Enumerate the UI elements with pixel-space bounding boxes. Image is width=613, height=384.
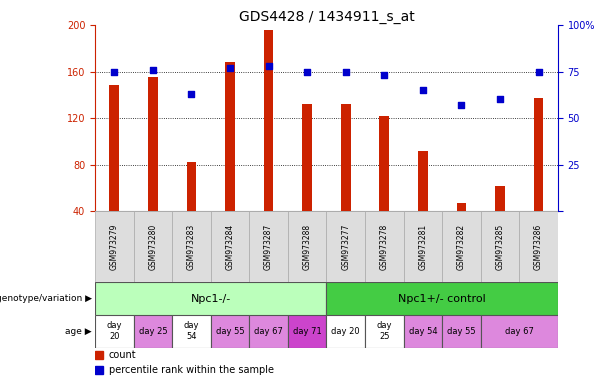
Text: genotype/variation ▶: genotype/variation ▶ bbox=[0, 294, 92, 303]
Point bbox=[302, 68, 312, 74]
Point bbox=[495, 96, 505, 103]
Text: GSM973285: GSM973285 bbox=[495, 223, 504, 270]
Bar bbox=[365, 211, 403, 282]
Bar bbox=[110, 86, 119, 211]
Bar bbox=[403, 315, 442, 348]
Text: day
54: day 54 bbox=[184, 321, 199, 341]
Bar bbox=[288, 315, 327, 348]
Bar bbox=[379, 116, 389, 211]
Point bbox=[457, 102, 466, 108]
Bar bbox=[186, 162, 196, 211]
Text: GSM973286: GSM973286 bbox=[534, 223, 543, 270]
Bar bbox=[148, 77, 158, 211]
Bar bbox=[442, 315, 481, 348]
Text: day 67: day 67 bbox=[505, 327, 534, 336]
Bar bbox=[288, 211, 327, 282]
Bar bbox=[327, 315, 365, 348]
Bar bbox=[341, 104, 351, 211]
Text: day 54: day 54 bbox=[408, 327, 437, 336]
Text: age ▶: age ▶ bbox=[66, 327, 92, 336]
Point bbox=[341, 68, 351, 74]
Text: day 20: day 20 bbox=[332, 327, 360, 336]
Text: GSM973280: GSM973280 bbox=[148, 223, 158, 270]
Point bbox=[225, 65, 235, 71]
Text: day 25: day 25 bbox=[139, 327, 167, 336]
Text: day
25: day 25 bbox=[376, 321, 392, 341]
Bar bbox=[403, 211, 442, 282]
Text: day
20: day 20 bbox=[107, 321, 122, 341]
Text: GSM973283: GSM973283 bbox=[187, 223, 196, 270]
Text: Npc1+/- control: Npc1+/- control bbox=[398, 293, 486, 304]
Title: GDS4428 / 1434911_s_at: GDS4428 / 1434911_s_at bbox=[238, 10, 414, 24]
Bar bbox=[302, 104, 312, 211]
Bar bbox=[495, 185, 504, 211]
Point bbox=[109, 68, 119, 74]
Bar bbox=[134, 211, 172, 282]
Point bbox=[418, 87, 428, 93]
Bar bbox=[418, 151, 428, 211]
Bar bbox=[457, 203, 466, 211]
Text: GSM973279: GSM973279 bbox=[110, 223, 119, 270]
Point bbox=[379, 72, 389, 78]
Text: GSM973287: GSM973287 bbox=[264, 223, 273, 270]
Text: GSM973284: GSM973284 bbox=[226, 223, 235, 270]
Text: day 71: day 71 bbox=[293, 327, 321, 336]
Bar bbox=[327, 211, 365, 282]
Bar bbox=[327, 282, 558, 315]
Text: count: count bbox=[109, 350, 137, 360]
Bar bbox=[442, 211, 481, 282]
Bar bbox=[365, 315, 403, 348]
Point bbox=[186, 91, 196, 97]
Text: GSM973278: GSM973278 bbox=[380, 223, 389, 270]
Bar bbox=[95, 366, 104, 374]
Text: day 55: day 55 bbox=[447, 327, 476, 336]
Point bbox=[148, 66, 158, 73]
Bar bbox=[95, 315, 134, 348]
Text: GSM973282: GSM973282 bbox=[457, 223, 466, 270]
Bar bbox=[249, 211, 288, 282]
Bar bbox=[211, 315, 249, 348]
Bar bbox=[225, 62, 235, 211]
Text: percentile rank within the sample: percentile rank within the sample bbox=[109, 365, 274, 375]
Bar bbox=[95, 351, 104, 359]
Bar bbox=[95, 282, 327, 315]
Bar bbox=[519, 211, 558, 282]
Point bbox=[264, 63, 273, 69]
Bar bbox=[134, 315, 172, 348]
Bar bbox=[264, 30, 273, 211]
Bar bbox=[481, 315, 558, 348]
Text: Npc1-/-: Npc1-/- bbox=[191, 293, 231, 304]
Bar bbox=[211, 211, 249, 282]
Bar bbox=[534, 98, 543, 211]
Bar bbox=[95, 211, 134, 282]
Bar bbox=[249, 315, 288, 348]
Text: GSM973281: GSM973281 bbox=[418, 223, 427, 270]
Text: day 55: day 55 bbox=[216, 327, 245, 336]
Point bbox=[534, 68, 544, 74]
Bar bbox=[481, 211, 519, 282]
Text: GSM973288: GSM973288 bbox=[303, 223, 311, 270]
Bar bbox=[172, 315, 211, 348]
Text: day 67: day 67 bbox=[254, 327, 283, 336]
Text: GSM973277: GSM973277 bbox=[341, 223, 350, 270]
Bar bbox=[172, 211, 211, 282]
